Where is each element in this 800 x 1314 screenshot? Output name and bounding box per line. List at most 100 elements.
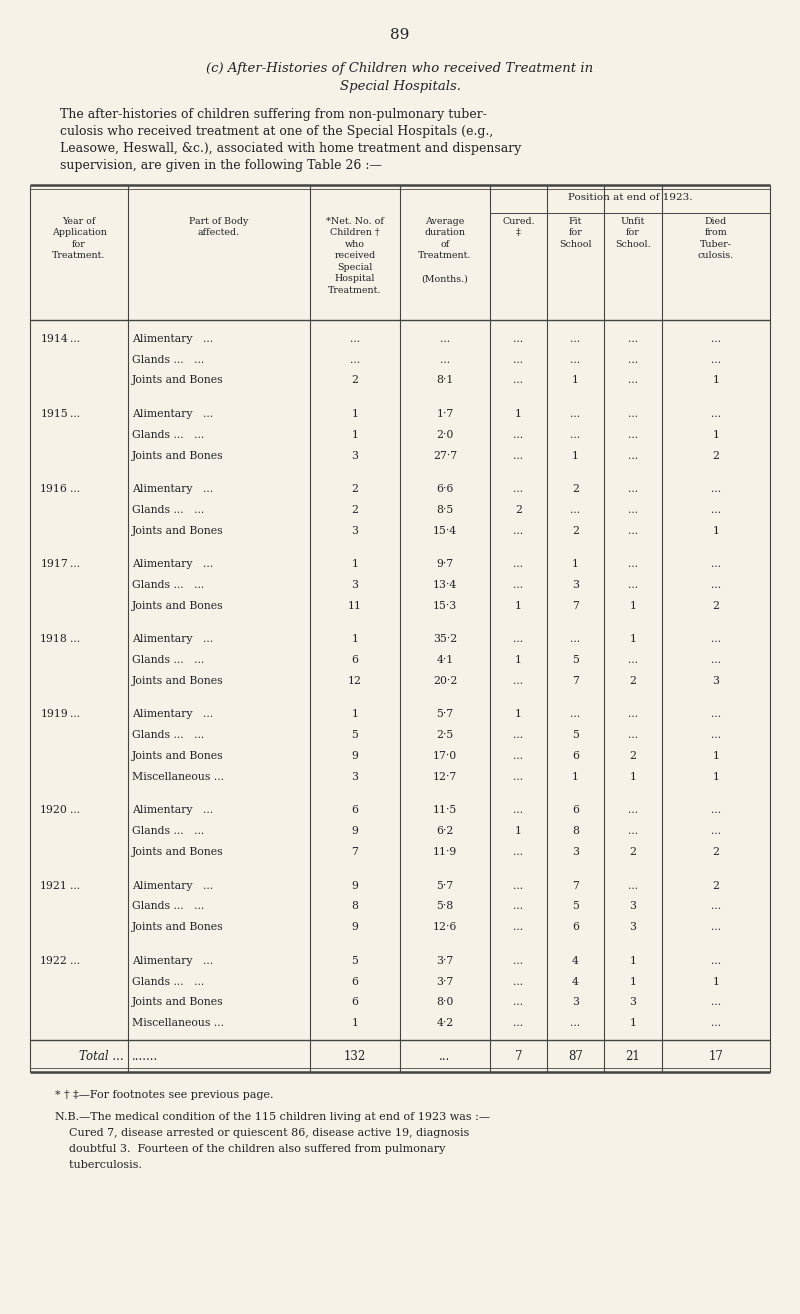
Text: 1919: 1919 <box>40 710 68 719</box>
Text: ...: ... <box>628 710 638 719</box>
Text: ...: ... <box>514 560 523 569</box>
Text: 2: 2 <box>515 505 522 515</box>
Text: 3: 3 <box>713 675 719 686</box>
Text: .......: ....... <box>132 1050 158 1063</box>
Text: ...: ... <box>570 710 581 719</box>
Text: 1: 1 <box>630 955 637 966</box>
Text: *Net. No. of
Children †
who
received
Special
Hospital
Treatment.: *Net. No. of Children † who received Spe… <box>326 217 384 294</box>
Text: 17: 17 <box>709 1050 723 1063</box>
Text: ...: ... <box>711 334 721 344</box>
Text: 7: 7 <box>351 848 358 857</box>
Text: * † ‡—For footnotes see previous page.: * † ‡—For footnotes see previous page. <box>55 1091 274 1100</box>
Text: ...: ... <box>570 334 581 344</box>
Text: 89: 89 <box>390 28 410 42</box>
Text: 1: 1 <box>572 560 579 569</box>
Text: 8: 8 <box>351 901 358 912</box>
Text: ...: ... <box>70 805 80 816</box>
Text: 2: 2 <box>351 484 358 494</box>
Text: ...: ... <box>440 334 450 344</box>
Text: 2: 2 <box>630 752 637 761</box>
Text: 6: 6 <box>572 752 579 761</box>
Text: 2: 2 <box>713 451 719 461</box>
Text: 9: 9 <box>351 827 358 836</box>
Text: Leasowe, Heswall, &c.), associated with home treatment and dispensary: Leasowe, Heswall, &c.), associated with … <box>60 142 522 155</box>
Text: 1: 1 <box>713 526 719 536</box>
Text: ...: ... <box>711 805 721 816</box>
Text: 132: 132 <box>344 1050 366 1063</box>
Text: ...: ... <box>514 805 523 816</box>
Text: Glands ...   ...: Glands ... ... <box>132 901 204 912</box>
Text: ...: ... <box>628 731 638 740</box>
Text: 87: 87 <box>568 1050 583 1063</box>
Text: ...: ... <box>514 451 523 461</box>
Text: 9: 9 <box>351 922 358 933</box>
Text: 3: 3 <box>351 579 358 590</box>
Text: ...: ... <box>711 505 721 515</box>
Text: Glands ...   ...: Glands ... ... <box>132 827 204 836</box>
Text: ...: ... <box>440 355 450 364</box>
Text: 1: 1 <box>713 976 719 987</box>
Text: 4: 4 <box>572 955 579 966</box>
Text: 1: 1 <box>351 409 358 419</box>
Text: ...: ... <box>350 334 360 344</box>
Text: ...: ... <box>628 409 638 419</box>
Text: ...: ... <box>628 805 638 816</box>
Text: N.B.—The medical condition of the 115 children living at end of 1923 was :—: N.B.—The medical condition of the 115 ch… <box>55 1112 490 1122</box>
Text: ...: ... <box>711 409 721 419</box>
Text: Joints and Bones: Joints and Bones <box>132 752 224 761</box>
Text: 3: 3 <box>572 848 579 857</box>
Text: ...: ... <box>570 1018 581 1029</box>
Text: Unfit
for
School.: Unfit for School. <box>615 217 651 248</box>
Text: 2: 2 <box>630 675 637 686</box>
Text: Special Hospitals.: Special Hospitals. <box>339 80 461 93</box>
Text: ...: ... <box>570 409 581 419</box>
Text: ...: ... <box>514 731 523 740</box>
Text: 1918: 1918 <box>40 635 68 644</box>
Text: 7: 7 <box>572 675 579 686</box>
Text: 1: 1 <box>572 773 579 782</box>
Text: 1915: 1915 <box>40 409 68 419</box>
Text: 1922: 1922 <box>40 955 68 966</box>
Text: 8·5: 8·5 <box>436 505 454 515</box>
Text: 3: 3 <box>630 997 637 1008</box>
Text: ...: ... <box>70 409 80 419</box>
Text: 1·7: 1·7 <box>436 409 454 419</box>
Text: 2: 2 <box>351 505 358 515</box>
Text: 2·0: 2·0 <box>436 430 454 440</box>
Text: 1: 1 <box>351 560 358 569</box>
Text: ...: ... <box>70 484 80 494</box>
Text: ...: ... <box>570 430 581 440</box>
Text: ...: ... <box>70 955 80 966</box>
Text: 1: 1 <box>515 656 522 665</box>
Text: 3: 3 <box>630 901 637 912</box>
Text: 6: 6 <box>351 656 358 665</box>
Text: ...: ... <box>70 880 80 891</box>
Text: 2: 2 <box>351 376 358 385</box>
Text: 1914: 1914 <box>40 334 68 344</box>
Text: Glands ...   ...: Glands ... ... <box>132 505 204 515</box>
Text: ...: ... <box>628 484 638 494</box>
Text: Glands ...   ...: Glands ... ... <box>132 731 204 740</box>
Text: 1916: 1916 <box>40 484 68 494</box>
Text: Alimentary   ...: Alimentary ... <box>132 334 213 344</box>
Text: ...: ... <box>628 560 638 569</box>
Text: 1: 1 <box>351 710 358 719</box>
Text: 9: 9 <box>351 752 358 761</box>
Text: supervision, are given in the following Table 26 :—: supervision, are given in the following … <box>60 159 382 172</box>
Text: 3: 3 <box>351 526 358 536</box>
Text: Joints and Bones: Joints and Bones <box>132 600 224 611</box>
Text: ...: ... <box>628 376 638 385</box>
Text: ...: ... <box>711 355 721 364</box>
Text: Joints and Bones: Joints and Bones <box>132 922 224 933</box>
Text: 11: 11 <box>348 600 362 611</box>
Text: 2: 2 <box>572 484 579 494</box>
Text: 5: 5 <box>572 731 579 740</box>
Text: Miscellaneous ...: Miscellaneous ... <box>132 1018 224 1029</box>
Text: 1: 1 <box>351 430 358 440</box>
Text: 2: 2 <box>572 526 579 536</box>
Text: ...: ... <box>570 635 581 644</box>
Text: ...: ... <box>514 484 523 494</box>
Text: 12·6: 12·6 <box>433 922 457 933</box>
Text: ...: ... <box>628 827 638 836</box>
Text: ...: ... <box>628 355 638 364</box>
